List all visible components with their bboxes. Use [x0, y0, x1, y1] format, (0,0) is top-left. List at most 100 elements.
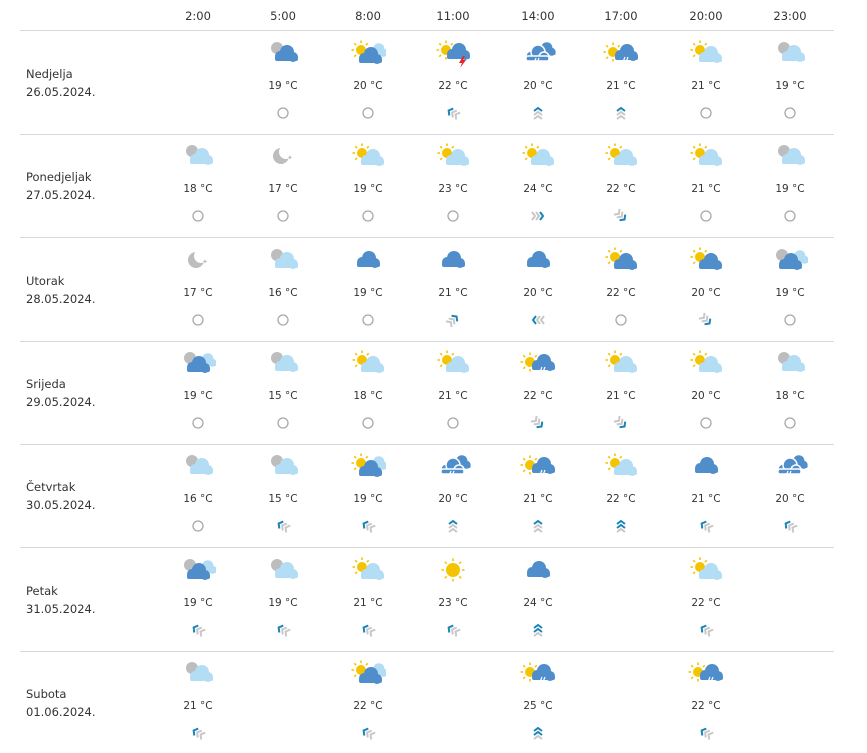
forecast-cell: 20 °C	[498, 31, 578, 134]
temperature: 21 °C	[523, 493, 553, 506]
day-name: Ponedjeljak	[26, 170, 92, 185]
sun-rain-icon	[688, 659, 724, 687]
forecast-cell: 21 °C	[666, 31, 746, 134]
temperature: 25 °C	[523, 699, 553, 712]
forecast-cell: ✦ 17 °C	[243, 134, 323, 237]
temperature: 22 °C	[606, 183, 636, 196]
temperature: 16 °C	[183, 493, 213, 506]
wind-north-icon	[530, 518, 546, 534]
wind-northwest-icon	[275, 622, 291, 638]
moon-stars-icon: ✦	[265, 142, 301, 170]
temperature: 18 °C	[353, 389, 383, 402]
forecast-cell: 20 °C	[666, 341, 746, 444]
sun-rain-icon	[520, 452, 556, 480]
forecast-cell: 22 °C	[581, 134, 661, 237]
grey-sun-two-clouds-icon	[180, 556, 217, 584]
dark-cloud-icon	[688, 452, 724, 480]
grey-sun-light-cloud-icon	[265, 349, 301, 377]
day-label: Srijeda 29.05.2024.	[26, 375, 96, 411]
day-label: Petak 31.05.2024.	[26, 582, 96, 618]
day-name: Petak	[26, 583, 58, 598]
calm-wind-icon	[782, 208, 798, 224]
temperature: 21 °C	[183, 699, 213, 712]
forecast-cell: 23 °C	[413, 134, 493, 237]
hours-header: 2:00 5:00 8:00 11:00 14:00 17:00 20:00 23:00	[20, 0, 834, 31]
forecast-cell: 20 °C	[498, 238, 578, 341]
sun-light-cloud-icon	[520, 142, 556, 170]
hour-header: 14:00	[521, 9, 555, 23]
forecast-cell: 16 °C	[243, 238, 323, 341]
calm-wind-icon	[275, 415, 291, 431]
forecast-cell: 22 °C	[581, 238, 661, 341]
sun-icon	[435, 556, 471, 584]
sun-dark-cloud-icon	[688, 246, 724, 274]
forecast-cell: 21 °C	[581, 341, 661, 444]
forecast-cell: 18 °C	[750, 341, 830, 444]
day-row: Ponedjeljak 27.05.2024. 18 °C ✦ 17 °C 19 …	[20, 134, 834, 239]
temperature: 15 °C	[268, 493, 298, 506]
temperature: 19 °C	[775, 286, 805, 299]
wind-northwest-icon	[698, 518, 714, 534]
calm-wind-icon	[360, 105, 376, 121]
day-row: Četvrtak 30.05.2024. 16 °C 15 °C 19 °C 20…	[20, 444, 834, 549]
calm-wind-icon	[275, 312, 291, 328]
day-row: Utorak 28.05.2024. ✦ 17 °C 16 °C 19 °C 21 …	[20, 238, 834, 342]
calm-wind-icon	[698, 105, 714, 121]
grey-sun-light-cloud-icon	[265, 556, 301, 584]
calm-wind-icon	[190, 312, 206, 328]
day-row: Srijeda 29.05.2024. 19 °C 15 °C 18 °C 21 …	[20, 341, 834, 445]
grey-sun-light-cloud-icon	[180, 659, 216, 687]
calm-wind-icon	[698, 208, 714, 224]
rain-clouds-icon	[772, 452, 808, 480]
day-label: Četvrtak 30.05.2024.	[26, 478, 96, 514]
wind-northwest-icon	[360, 622, 376, 638]
forecast-cell: 20 °C	[413, 444, 493, 547]
wind-east-icon	[530, 208, 546, 224]
forecast-cell: 21 °C	[413, 238, 493, 341]
day-row: Petak 31.05.2024. 19 °C 19 °C 21 °C 23 °C…	[20, 548, 834, 652]
temperature: 22 °C	[691, 699, 721, 712]
sun-light-cloud-icon	[688, 349, 724, 377]
temperature: 18 °C	[775, 389, 805, 402]
grey-sun-two-clouds-icon	[180, 349, 217, 377]
temperature: 20 °C	[775, 493, 805, 506]
dark-cloud-icon	[350, 246, 386, 274]
forecast-cell: 19 °C	[328, 238, 408, 341]
grey-sun-light-cloud-icon	[772, 142, 808, 170]
forecast-cell: 19 °C	[243, 548, 323, 651]
sun-light-cloud-icon	[603, 349, 639, 377]
forecast-cell: 18 °C	[158, 134, 238, 237]
grey-sun-light-cloud-icon	[772, 39, 808, 67]
forecast-cell: 21 °C	[328, 548, 408, 651]
calm-wind-icon	[190, 208, 206, 224]
hour-header: 5:00	[270, 9, 296, 23]
wind-southeast-icon	[698, 312, 714, 328]
wind-north-icon	[445, 518, 461, 534]
hour-header: 11:00	[436, 9, 470, 23]
sun-light-cloud-icon	[688, 39, 724, 67]
temperature: 23 °C	[438, 183, 468, 196]
forecast-cell: 21 °C	[581, 31, 661, 134]
day-name: Nedjelja	[26, 67, 73, 81]
forecast-cell: ✦ 17 °C	[158, 238, 238, 341]
temperature: 16 °C	[268, 286, 298, 299]
temperature: 19 °C	[353, 493, 383, 506]
sun-light-cloud-icon	[688, 142, 724, 170]
grey-sun-two-clouds-icon	[772, 246, 809, 274]
temperature: 22 °C	[523, 389, 553, 402]
day-date: 31.05.2024.	[26, 601, 96, 616]
sun-light-cloud-icon	[435, 349, 471, 377]
calm-wind-icon	[360, 415, 376, 431]
temperature: 23 °C	[438, 596, 468, 609]
temperature: 19 °C	[353, 183, 383, 196]
hour-header: 23:00	[773, 9, 807, 23]
wind-west-icon	[530, 312, 546, 328]
calm-wind-icon	[698, 415, 714, 431]
forecast-cell: 22 °C	[413, 31, 493, 134]
forecast-cell: 22 °C	[498, 341, 578, 444]
forecast-cell: 18 °C	[328, 341, 408, 444]
forecast-cell: 19 °C	[243, 31, 323, 134]
temperature: 22 °C	[691, 596, 721, 609]
calm-wind-icon	[360, 312, 376, 328]
forecast-cell: 16 °C	[158, 444, 238, 547]
